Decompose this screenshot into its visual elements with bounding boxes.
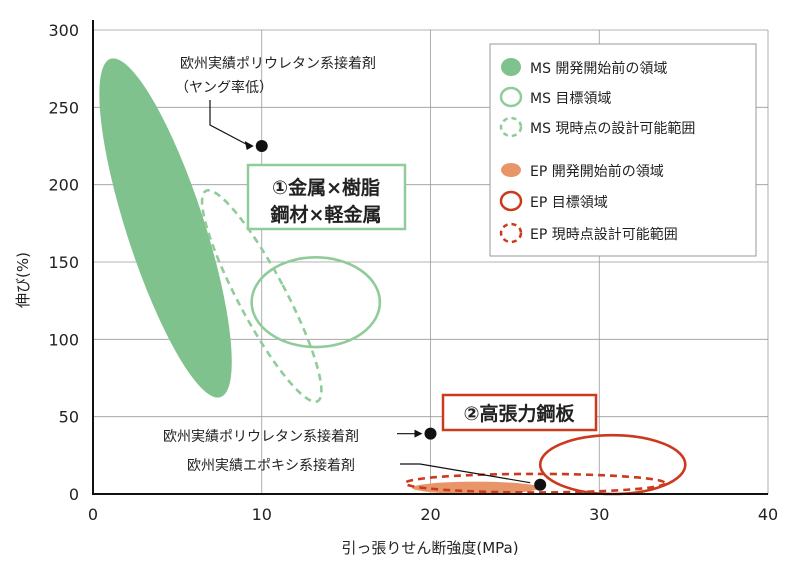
legend: MS 開発開始前の領域 MS 目標領域 MS 現時点の設計可能範囲 EP 開発開始前の… <box>489 43 757 257</box>
y-tick-label: 300 <box>48 21 79 40</box>
regions <box>99 58 687 496</box>
legend-label: MS 現時点の設計可能範囲 <box>530 120 695 137</box>
category-box-label: 鋼材×軽金属 <box>270 203 382 226</box>
category-box <box>441 393 598 432</box>
axes: 0 10 20 30 40 0 50 100 150 200 250 300 <box>48 20 778 524</box>
points <box>255 140 547 491</box>
legend-label: MS 目標領域 <box>530 90 611 107</box>
leader-line <box>400 463 531 484</box>
point-label: 欧州実績ポリウレタン系接着剤 <box>180 55 376 72</box>
region-ellipse <box>99 58 232 398</box>
region-ellipse <box>250 256 382 349</box>
legend-swatch <box>499 190 523 212</box>
y-tick-label: 50 <box>59 408 79 427</box>
y-tick-label: 100 <box>48 330 79 349</box>
y-axis-label: 伸び(%) <box>14 252 32 308</box>
x-axis-label: 引っ張りせん断強度(MPa) <box>341 539 518 557</box>
point-sublabel: （ヤング率低） <box>175 79 273 96</box>
y-tick-label: 250 <box>48 98 79 117</box>
legend-box <box>489 43 757 257</box>
x-tick-label: 40 <box>758 505 778 524</box>
legend-swatch <box>501 58 521 76</box>
x-tick-label: 30 <box>589 505 609 524</box>
region-ellipse <box>200 188 323 404</box>
legend-swatch <box>499 116 523 138</box>
legend-label: EP 開発開始前の領域 <box>530 163 664 180</box>
legend-swatch <box>499 222 523 244</box>
category-box-label: ②高張力鋼板 <box>463 402 575 425</box>
category-box-label: ①金属×樹脂 <box>272 176 380 199</box>
arrowhead <box>244 141 254 150</box>
legend-label: EP 現時点設計可能範囲 <box>530 226 678 243</box>
data-point <box>534 478 547 491</box>
x-tick-label: 0 <box>88 505 98 524</box>
annotations: 欧州実績ポリウレタン系接着剤 （ヤング率低） 欧州実績ポリウレタン系接着剤欧州実績エ… <box>163 55 598 484</box>
y-tick-label: 150 <box>48 253 79 272</box>
legend-label: MS 開発開始前の領域 <box>530 60 667 77</box>
x-tick-label: 20 <box>420 505 440 524</box>
legend-swatch <box>501 163 521 177</box>
y-tick-label: 0 <box>69 485 79 504</box>
y-tick-label: 200 <box>48 176 79 195</box>
legend-swatch <box>499 86 523 108</box>
leader-line <box>209 100 251 147</box>
data-point <box>424 427 437 440</box>
category-box <box>246 163 407 231</box>
region-ellipse <box>403 472 667 494</box>
point-label: 欧州実績エポキシ系接着剤 <box>187 457 355 474</box>
data-point <box>255 140 268 152</box>
arrowhead <box>414 429 423 438</box>
legend-label: EP 目標領域 <box>530 194 608 211</box>
point-label: 欧州実績ポリウレタン系接着剤 <box>163 428 359 445</box>
x-tick-label: 10 <box>252 505 272 524</box>
